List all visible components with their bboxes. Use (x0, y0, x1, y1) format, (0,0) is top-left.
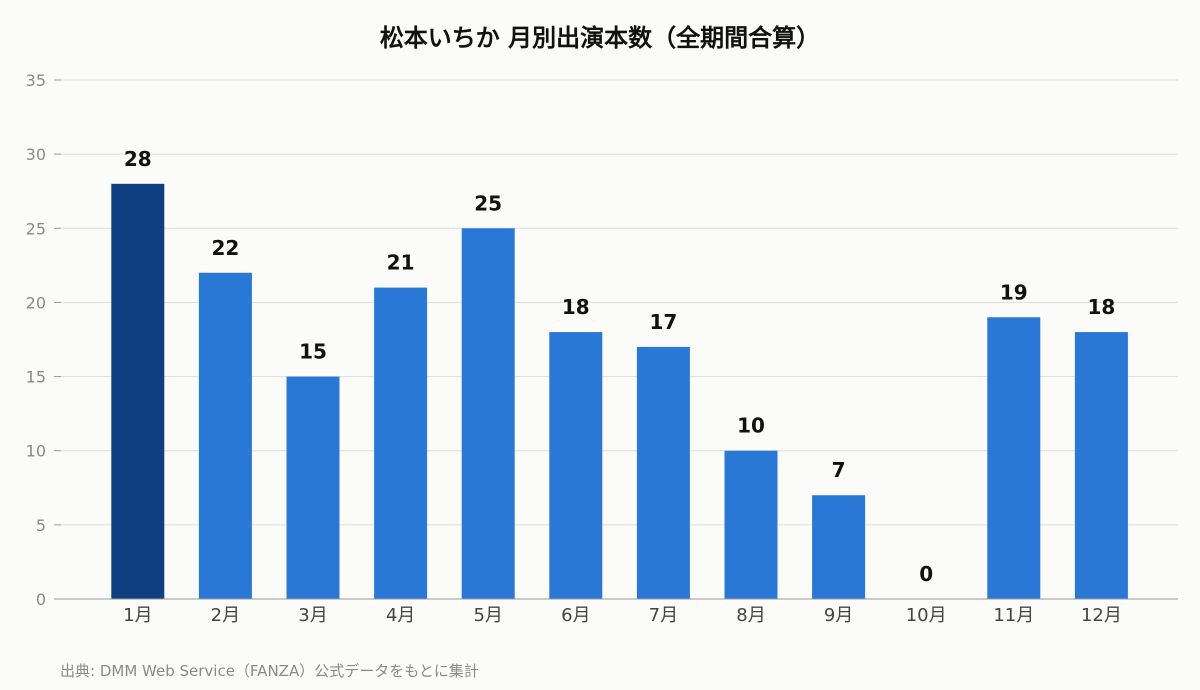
x-tick-label: 10月 (906, 605, 947, 626)
data-label: 10 (737, 414, 765, 438)
x-tick-label: 2月 (211, 605, 240, 626)
y-tick-label: 10 (26, 442, 46, 461)
data-label: 28 (124, 147, 152, 171)
data-label: 7 (832, 458, 846, 482)
x-tick-label: 11月 (993, 605, 1034, 626)
y-tick-label: 20 (26, 293, 46, 312)
bar (1074, 332, 1128, 599)
chart-title: 松本いちか 月別出演本数（全期間合算） (380, 24, 820, 52)
x-tick-label: 12月 (1081, 605, 1122, 626)
bars (111, 183, 1128, 600)
y-tick-label: 15 (26, 368, 46, 387)
bar (198, 272, 252, 599)
y-tick-label: 35 (26, 71, 46, 90)
x-axis: 1月 2月 3月 4月 5月 6月 7月 8月 9月 10月 11月 12月 (60, 598, 1178, 626)
bar (374, 287, 428, 599)
y-tick-label: 25 (26, 219, 46, 238)
data-label: 18 (562, 295, 590, 319)
data-label: 22 (211, 236, 239, 260)
bar (724, 450, 778, 599)
y-tick-label: 30 (26, 145, 46, 164)
bar (812, 495, 866, 599)
data-label: 18 (1087, 295, 1115, 319)
x-tick-label: 9月 (824, 605, 853, 626)
x-tick-label: 5月 (473, 605, 502, 626)
y-tick-label: 0 (36, 590, 46, 609)
bar (286, 376, 340, 599)
x-tick-label: 4月 (386, 605, 415, 626)
data-label: 0 (919, 562, 933, 586)
y-axis: 0 5 10 15 20 25 30 35 (26, 71, 61, 609)
data-label: 21 (387, 251, 415, 275)
y-tick-label: 5 (36, 516, 46, 535)
source-note: 出典: DMM Web Service（FANZA）公式データをもとに集計 (60, 662, 479, 680)
bar (461, 228, 515, 600)
data-label: 25 (474, 191, 502, 215)
x-tick-label: 8月 (736, 605, 765, 626)
bar (636, 346, 690, 599)
data-label: 17 (649, 310, 677, 334)
data-label: 15 (299, 340, 327, 364)
bar (987, 317, 1041, 599)
bar (111, 183, 165, 600)
data-labels: 28 22 15 21 25 18 17 10 7 0 19 18 (124, 147, 1115, 586)
x-tick-label: 7月 (649, 605, 678, 626)
x-tick-label: 1月 (123, 605, 152, 626)
data-label: 19 (1000, 280, 1028, 304)
bar (549, 332, 603, 599)
x-tick-label: 6月 (561, 605, 590, 626)
x-tick-label: 3月 (298, 605, 327, 626)
